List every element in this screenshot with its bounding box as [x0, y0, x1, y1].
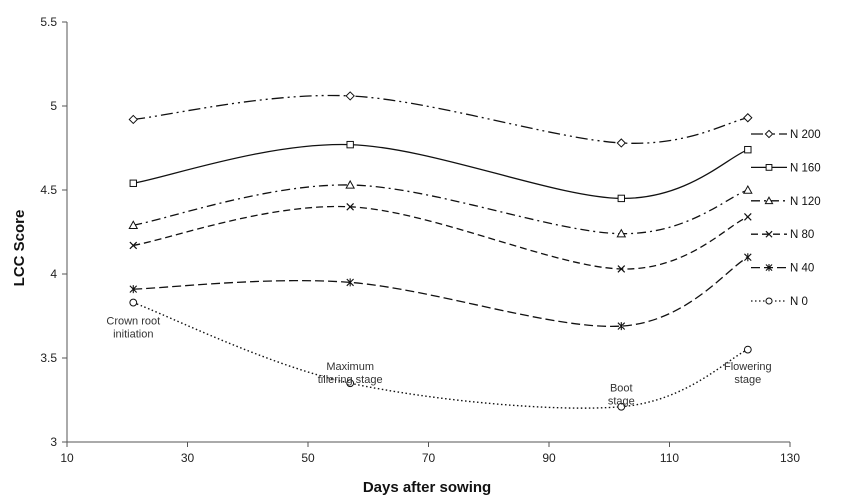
annotation-label: stage: [734, 374, 761, 386]
data-point: [617, 194, 625, 203]
annotation-label: Boot: [610, 383, 633, 395]
legend-marker: [765, 264, 773, 272]
x-tick-label: 130: [780, 451, 800, 465]
legend: N 200 N 160 N 120 N 80 N 40 N 0: [751, 129, 821, 308]
x-tick-label: 30: [181, 451, 195, 465]
data-point: [129, 298, 138, 307]
data-point: [128, 220, 139, 229]
data-point: [744, 213, 752, 221]
x-tick-label: 10: [60, 451, 74, 465]
data-point: [743, 345, 752, 354]
x-tick-label: 90: [542, 451, 556, 465]
data-point: [129, 241, 138, 250]
legend-marker: [765, 297, 773, 305]
annotation-label: initiation: [113, 328, 153, 340]
series-line: [133, 256, 749, 328]
x-tick-label: 70: [422, 451, 436, 465]
data-point: [346, 379, 355, 388]
data-point: [617, 402, 626, 411]
annotation-label: Maximum: [326, 361, 374, 373]
x-tick-label: 110: [660, 451, 679, 465]
data-point: [128, 114, 138, 125]
legend-label: N 160: [790, 162, 821, 174]
series-line: [133, 205, 749, 270]
legend-label: N 80: [790, 229, 814, 241]
x-tick-label: 50: [301, 451, 315, 465]
data-point: [346, 140, 354, 149]
data-point: [744, 145, 752, 154]
annotation-label: tillering stage: [318, 374, 383, 386]
data-point: [743, 113, 753, 123]
data-point: [742, 184, 753, 194]
series-line: [133, 301, 749, 409]
legend-marker: [764, 129, 774, 139]
x-axis-title: Days after sowing: [363, 479, 491, 496]
y-tick-label: 5.5: [40, 15, 57, 29]
y-tick-label: 4: [50, 267, 57, 281]
series-lines: [128, 91, 753, 411]
series-line: [133, 143, 749, 200]
annotation-label: stage: [608, 396, 635, 408]
legend-marker: [765, 230, 773, 238]
legend-label: N 40: [790, 263, 814, 275]
y-tick-label: 3.5: [40, 351, 57, 365]
legend-marker: [764, 196, 774, 205]
axes: 3 3.5 4 4.5 5 5.5 10 30 50 70 90 110 130: [40, 15, 800, 465]
data-point: [617, 322, 626, 331]
legend-label: N 0: [790, 296, 808, 308]
y-axis-title: LCC Score: [11, 210, 28, 287]
legend-label: N 120: [790, 196, 821, 208]
y-tick-label: 5: [50, 99, 57, 113]
data-point: [346, 202, 354, 211]
annotation-label: Flowering: [724, 361, 772, 373]
data-point: [129, 179, 137, 187]
y-tick-label: 3: [50, 435, 57, 449]
data-point: [616, 228, 627, 238]
legend-marker: [765, 164, 773, 171]
legend-label: N 200: [790, 129, 821, 141]
series-line: [133, 94, 748, 144]
annotation-label: Crown root: [106, 315, 160, 327]
data-point: [617, 265, 626, 273]
data-point: [744, 253, 752, 262]
data-point: [346, 278, 354, 287]
series-line: [133, 184, 749, 235]
data-point: [345, 179, 356, 189]
data-point: [616, 138, 627, 148]
y-tick-label: 4.5: [40, 183, 57, 197]
data-point: [129, 285, 138, 294]
data-point: [345, 91, 355, 101]
